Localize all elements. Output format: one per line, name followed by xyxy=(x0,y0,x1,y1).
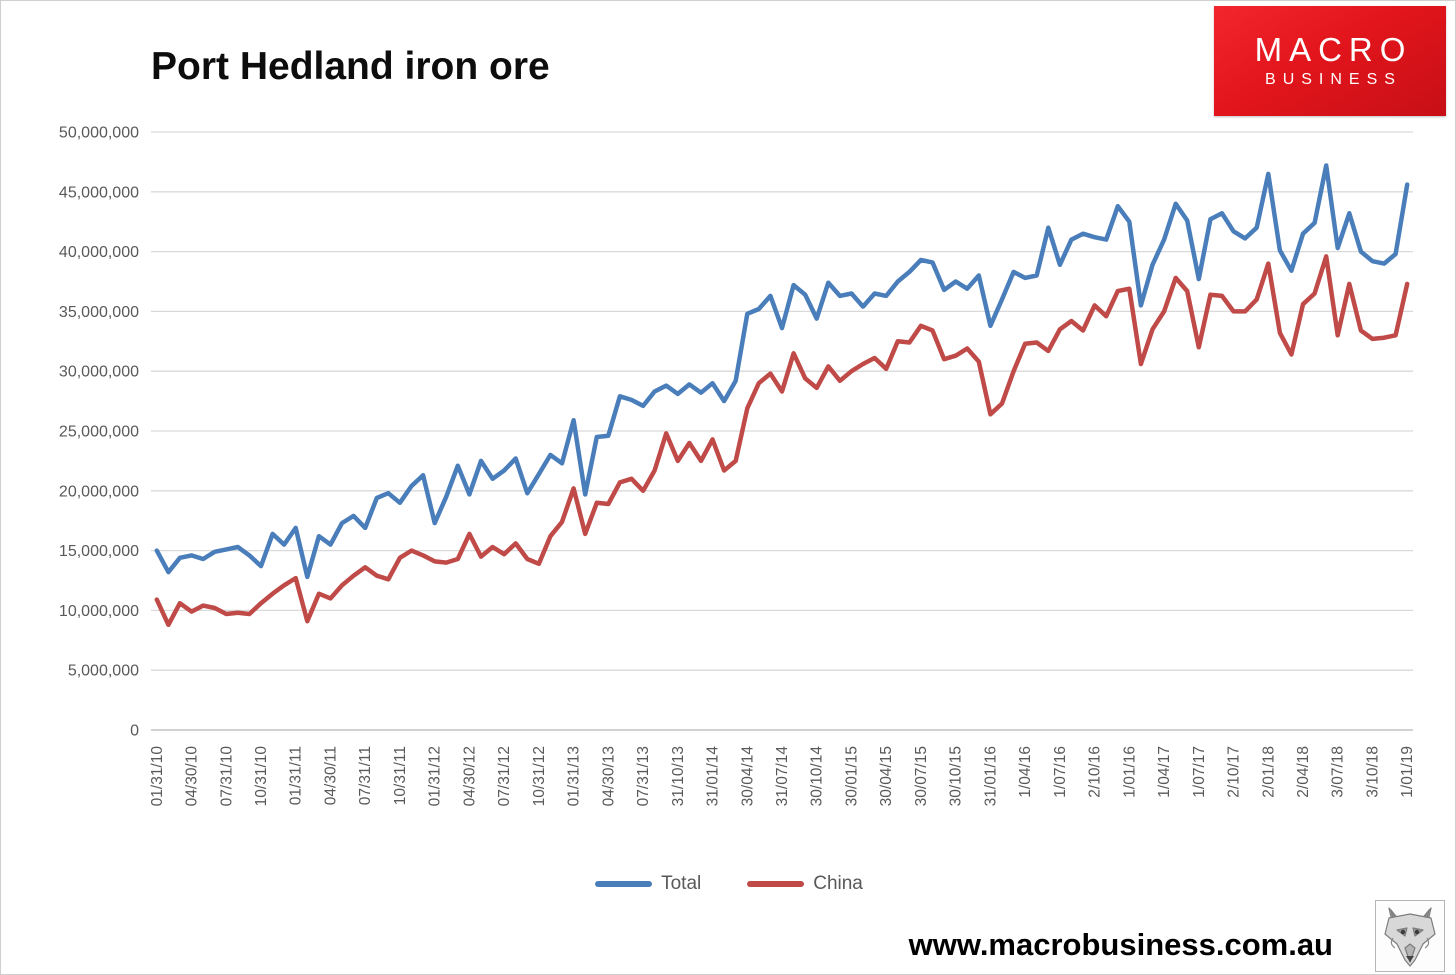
x-axis-tick-label: 3/10/18 xyxy=(1364,746,1381,798)
x-axis-tick-label: 2/10/17 xyxy=(1226,746,1243,798)
x-axis-tick-label: 30/10/14 xyxy=(809,746,826,807)
total-line-swatch xyxy=(595,881,653,887)
x-axis-tick-label: 30/04/15 xyxy=(878,746,895,806)
y-axis-tick-label: 50,000,000 xyxy=(59,125,139,142)
y-axis-tick-label: 25,000,000 xyxy=(59,424,139,441)
x-axis-tick-label: 30/10/15 xyxy=(948,746,965,806)
x-axis-tick-label: 10/31/10 xyxy=(253,746,270,807)
x-axis-tick-label: 31/10/13 xyxy=(670,746,687,806)
chart-legend: Total China xyxy=(1,869,1455,899)
y-axis-tick-label: 5,000,000 xyxy=(68,663,139,680)
x-axis-tick-label: 31/01/16 xyxy=(982,746,999,806)
y-axis-tick-label: 0 xyxy=(130,723,139,740)
legend-item-total: Total xyxy=(595,873,701,895)
x-axis-tick-label: 1/01/16 xyxy=(1121,746,1138,798)
x-axis-tick-label: 30/01/15 xyxy=(843,746,860,806)
x-axis-tick-label: 1/04/17 xyxy=(1156,746,1173,798)
y-axis-tick-label: 35,000,000 xyxy=(59,304,139,321)
logo-text-business: BUSINESS xyxy=(1265,70,1402,88)
x-axis-tick-label: 2/04/18 xyxy=(1295,746,1312,798)
x-axis-tick-label: 10/31/12 xyxy=(531,746,548,806)
x-axis-tick-label: 04/30/13 xyxy=(600,746,617,806)
x-axis-tick-label: 10/31/11 xyxy=(392,746,409,805)
y-axis-tick-label: 20,000,000 xyxy=(59,483,139,500)
y-axis-tick-label: 15,000,000 xyxy=(59,543,139,560)
total-series-line xyxy=(154,163,1410,580)
page-title: Port Hedland iron ore xyxy=(151,45,550,88)
x-axis-tick-label: 07/31/11 xyxy=(357,746,374,805)
logo-text-macro: MACRO xyxy=(1254,31,1413,69)
legend-item-china: China xyxy=(747,873,863,895)
x-axis-tick-label: 1/01/19 xyxy=(1399,746,1416,798)
x-axis-tick-label: 04/30/10 xyxy=(184,746,201,807)
line-chart: 0 5,000,000 10,000,000 15,000,000 20,000,000… xyxy=(59,125,1416,807)
x-axis-tick-label: 2/10/16 xyxy=(1087,746,1104,798)
y-axis-tick-label: 10,000,000 xyxy=(59,603,139,620)
x-axis-tick-label: 01/31/10 xyxy=(149,746,166,807)
x-axis-tick-label: 01/31/13 xyxy=(566,746,583,806)
x-axis-tick-label: 07/31/10 xyxy=(218,746,235,807)
x-axis-tick-label: 01/31/12 xyxy=(427,746,444,806)
legend-label-china: China xyxy=(813,873,863,894)
x-axis-tick-label: 31/01/14 xyxy=(705,746,722,807)
x-axis-tick-label: 07/31/12 xyxy=(496,746,513,806)
wolf-head-sketch-icon xyxy=(1384,907,1436,967)
website-url: www.macrobusiness.com.au xyxy=(908,927,1333,962)
china-line-swatch xyxy=(747,881,805,887)
macrobusiness-logo: MACRO BUSINESS xyxy=(1214,6,1446,116)
x-axis-tick-label: 31/07/14 xyxy=(774,746,791,807)
x-axis-tick-label: 01/31/11 xyxy=(288,746,305,805)
x-axis-tick-label: 04/30/11 xyxy=(322,746,339,805)
wolf-logo-box xyxy=(1375,900,1445,972)
y-axis-tick-label: 40,000,000 xyxy=(59,244,139,261)
x-axis-tick-label: 2/01/18 xyxy=(1260,746,1277,798)
x-axis-tick-label: 1/07/16 xyxy=(1052,746,1069,798)
y-axis-tick-label: 45,000,000 xyxy=(59,184,139,201)
x-axis-tick-label: 3/07/18 xyxy=(1330,746,1347,798)
x-axis-tick-label: 04/30/12 xyxy=(461,746,478,806)
x-axis-tick-label: 1/07/17 xyxy=(1191,746,1208,798)
x-axis-tick-label: 1/04/16 xyxy=(1017,746,1034,798)
china-series-line xyxy=(154,254,1410,628)
y-axis-tick-label: 30,000,000 xyxy=(59,364,139,381)
legend-label-total: Total xyxy=(661,873,702,894)
x-axis-tick-label: 07/31/13 xyxy=(635,746,652,806)
x-axis-tick-label: 30/04/14 xyxy=(739,746,756,807)
x-axis-tick-label: 30/07/15 xyxy=(913,746,930,806)
